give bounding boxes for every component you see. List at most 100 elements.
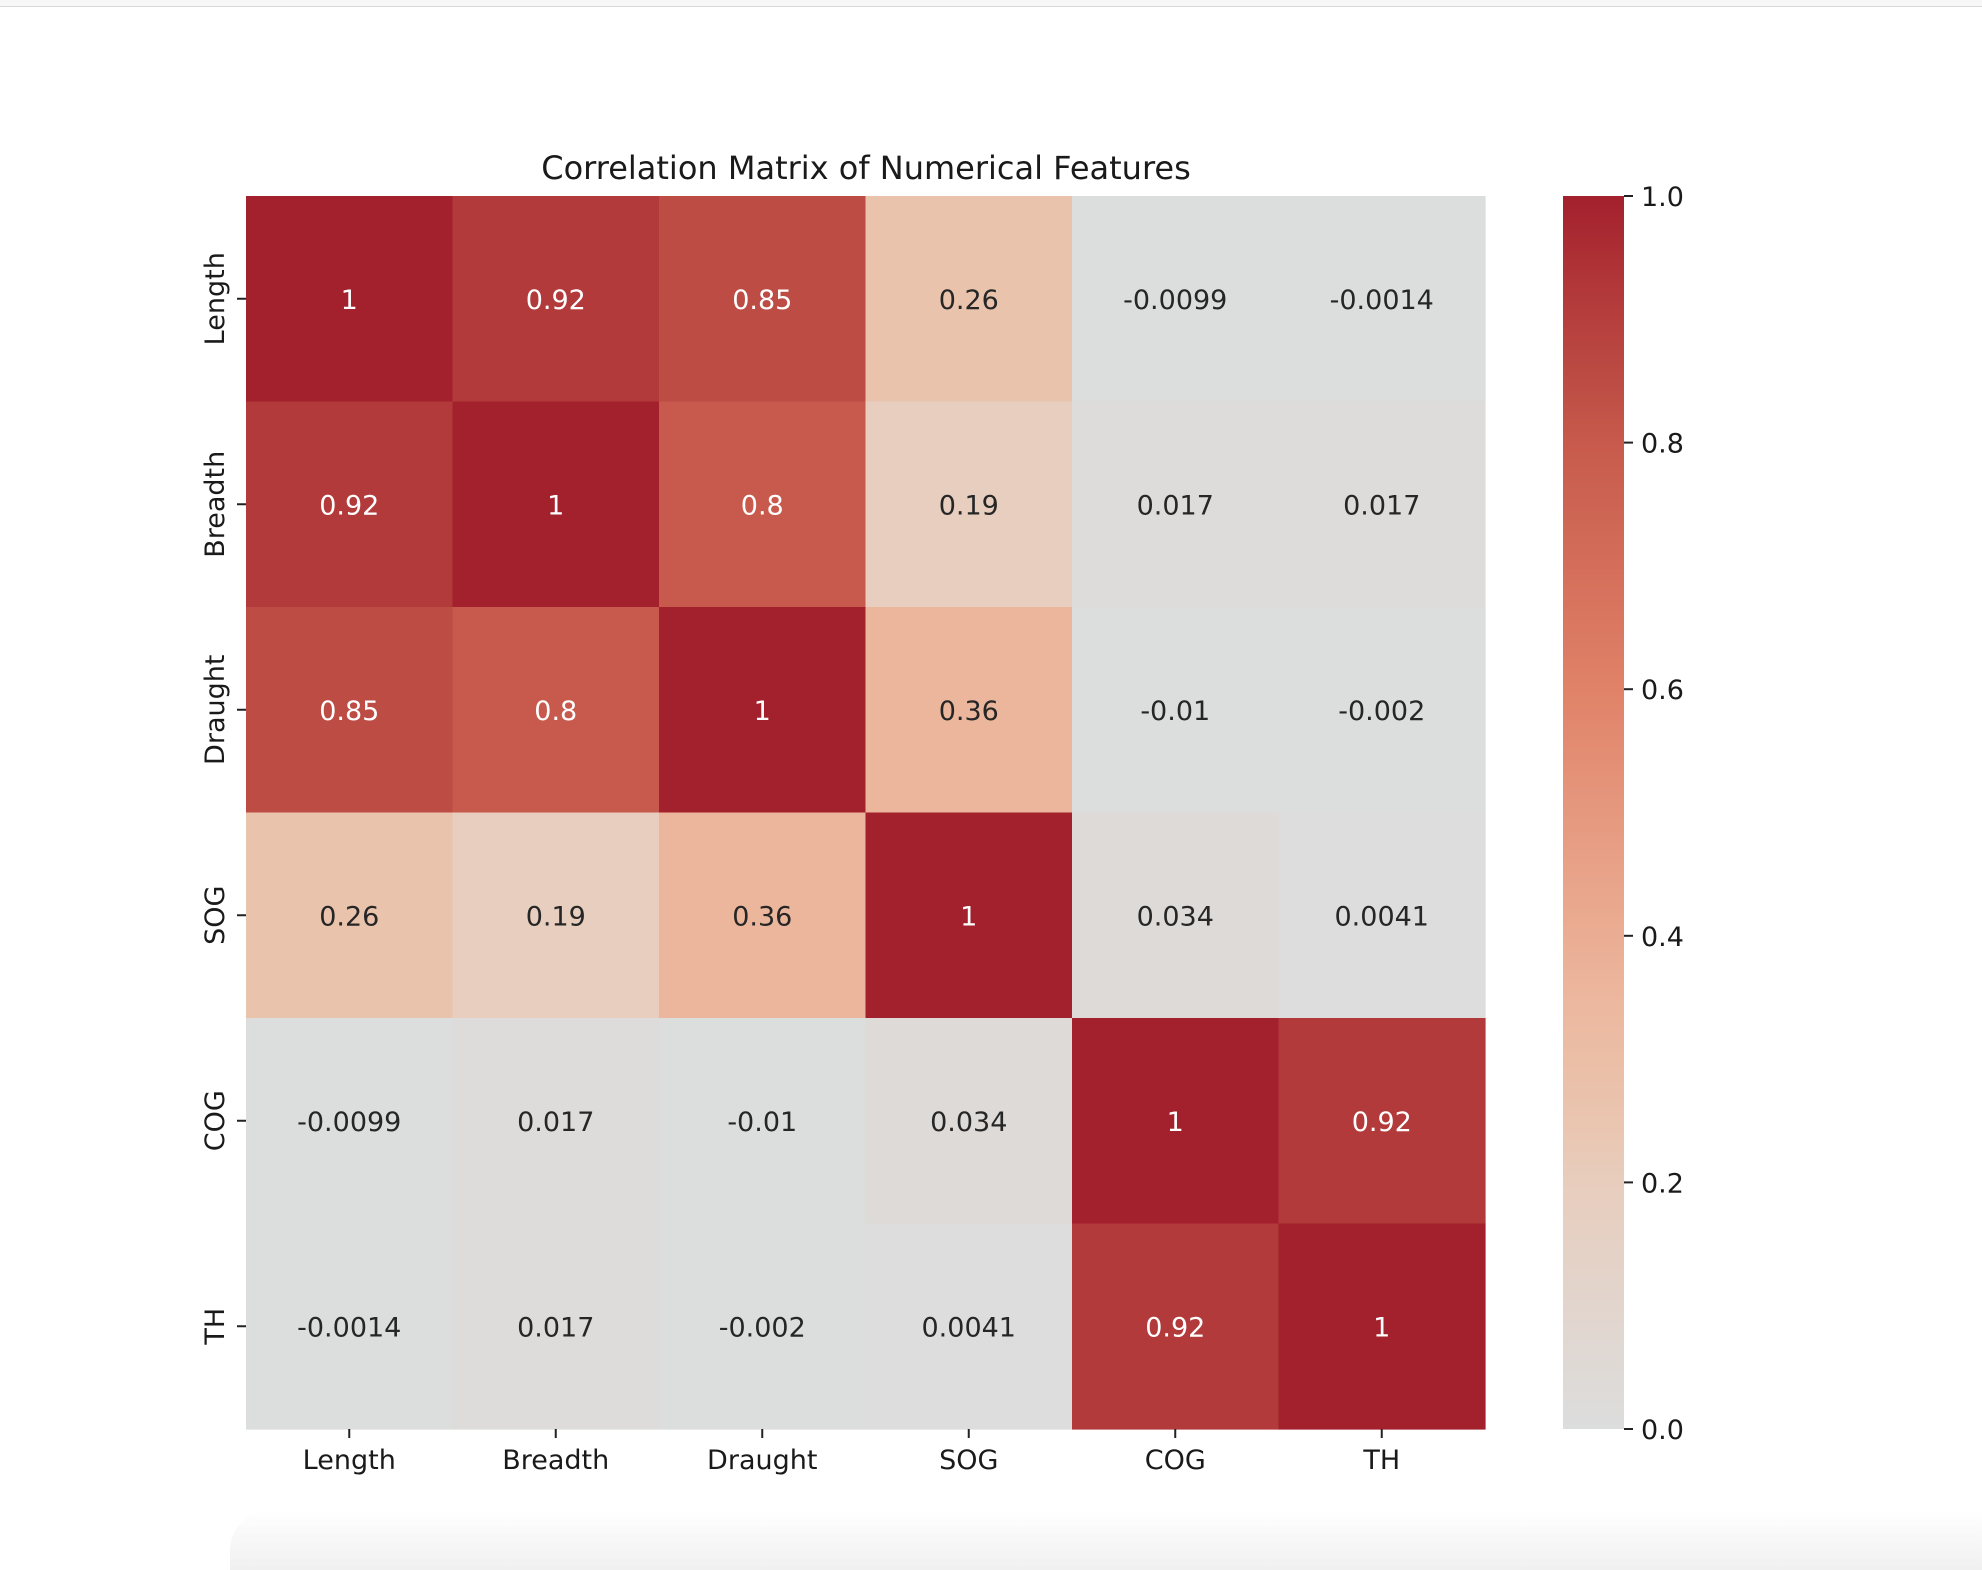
heatmap-cell-4-1 [452, 1018, 660, 1225]
heatmap-cell-2-2 [659, 607, 867, 814]
heatmap-cell-1-0 [246, 401, 454, 608]
cell-annotation-2-3: 0.36 [939, 696, 999, 727]
heatmap-cell-2-0 [246, 607, 454, 814]
colorbar-tick-label-1: 0.2 [1641, 1168, 1684, 1199]
heatmap-cell-4-2 [659, 1018, 867, 1225]
heatmap-cell-1-5 [1278, 401, 1486, 608]
heatmap-cell-0-5 [1278, 196, 1486, 403]
cell-annotation-1-0: 0.92 [319, 490, 379, 521]
colorbar-tick-label-2: 0.4 [1641, 922, 1684, 953]
heatmap-cells [246, 196, 1486, 1430]
heatmap-cell-2-5 [1278, 607, 1486, 814]
heatmap-cell-3-2 [659, 812, 867, 1019]
cell-annotation-3-5: 0.0041 [1335, 901, 1429, 932]
heatmap-cell-1-1 [452, 401, 660, 608]
heatmap-cell-5-2 [659, 1223, 867, 1430]
heatmap-cell-4-5 [1278, 1018, 1486, 1225]
cell-annotation-5-2: -0.002 [719, 1312, 806, 1343]
colorbar-gradient [1563, 196, 1624, 1429]
cell-annotation-3-2: 0.36 [732, 901, 792, 932]
cell-annotation-5-5: 1 [1373, 1312, 1390, 1343]
y-axis: Length Breadth Draught SOG COG TH [200, 252, 246, 1346]
heatmap-cell-0-0 [246, 196, 454, 403]
cell-annotation-2-1: 0.8 [534, 696, 577, 727]
x-tick-label-0: Length [303, 1445, 396, 1476]
cell-annotation-5-0: -0.0014 [297, 1312, 401, 1343]
chart-title: Correlation Matrix of Numerical Features [541, 149, 1191, 187]
cell-annotation-5-4: 0.92 [1145, 1312, 1205, 1343]
cell-annotation-0-1: 0.92 [526, 285, 586, 316]
heatmap-cell-0-2 [659, 196, 867, 403]
heatmap-cell-0-3 [865, 196, 1073, 403]
x-axis: Length Breadth Draught SOG COG TH [303, 1429, 1400, 1476]
x-tick-label-5: TH [1362, 1445, 1400, 1476]
cell-annotation-3-4: 0.034 [1137, 901, 1214, 932]
heatmap-cell-4-0 [246, 1018, 454, 1225]
heatmap-cell-5-3 [865, 1223, 1073, 1430]
cell-annotation-0-3: 0.26 [939, 285, 999, 316]
cell-annotation-4-3: 0.034 [930, 1107, 1007, 1138]
colorbar: 0.0 0.2 0.4 0.6 0.8 1.0 [1563, 182, 1684, 1446]
x-tick-label-3: SOG [939, 1445, 998, 1476]
cell-annotation-0-2: 0.85 [732, 285, 792, 316]
cell-annotation-4-4: 1 [1167, 1107, 1184, 1138]
y-tick-label-5: TH [200, 1308, 231, 1346]
y-tick-label-0: Length [200, 252, 231, 345]
y-tick-label-3: SOG [200, 886, 231, 945]
cell-annotation-4-1: 0.017 [517, 1107, 594, 1138]
heatmap-cell-2-4 [1072, 607, 1280, 814]
colorbar-tick-label-5: 1.0 [1641, 182, 1684, 213]
cell-annotation-0-4: -0.0099 [1123, 285, 1227, 316]
cell-annotation-1-3: 0.19 [939, 490, 999, 521]
heatmap-cell-3-5 [1278, 812, 1486, 1019]
cell-annotation-5-3: 0.0041 [922, 1312, 1016, 1343]
heatmap-cell-3-4 [1072, 812, 1280, 1019]
heatmap-cell-2-1 [452, 607, 660, 814]
cell-annotation-5-1: 0.017 [517, 1312, 594, 1343]
cell-annotation-4-0: -0.0099 [297, 1107, 401, 1138]
colorbar-tick-label-0: 0.0 [1641, 1415, 1684, 1446]
heatmap-cell-1-3 [865, 401, 1073, 608]
cell-annotation-1-4: 0.017 [1137, 490, 1214, 521]
heatmap-cell-3-0 [246, 812, 454, 1019]
x-tick-label-4: COG [1145, 1445, 1206, 1476]
heatmap-cell-1-4 [1072, 401, 1280, 608]
cell-annotation-4-2: -0.01 [727, 1107, 797, 1138]
cell-annotation-2-4: -0.01 [1140, 696, 1210, 727]
y-tick-label-4: COG [200, 1090, 231, 1151]
heatmap-cell-5-1 [452, 1223, 660, 1430]
heatmap-cell-5-5 [1278, 1223, 1486, 1430]
heatmap-cell-5-4 [1072, 1223, 1280, 1430]
cell-annotation-4-5: 0.92 [1352, 1107, 1412, 1138]
cell-annotation-2-2: 1 [754, 696, 771, 727]
heatmap-cell-0-1 [452, 196, 660, 403]
heatmap-cell-3-1 [452, 812, 660, 1019]
cell-annotation-0-5: -0.0014 [1330, 285, 1434, 316]
heatmap-cell-0-4 [1072, 196, 1280, 403]
cell-annotation-3-0: 0.26 [319, 901, 379, 932]
heatmap-cell-2-3 [865, 607, 1073, 814]
cell-annotation-3-3: 1 [960, 901, 977, 932]
cell-annotation-2-5: -0.002 [1338, 696, 1425, 727]
x-tick-label-2: Draught [707, 1445, 817, 1476]
window-bottom-shadow [230, 1510, 1982, 1570]
window-top-border [0, 0, 1982, 7]
cell-annotation-1-5: 0.017 [1343, 490, 1420, 521]
x-tick-label-1: Breadth [502, 1445, 609, 1476]
cell-annotation-3-1: 0.19 [526, 901, 586, 932]
y-tick-label-2: Draught [200, 655, 231, 765]
cell-annotation-2-0: 0.85 [319, 696, 379, 727]
y-tick-label-1: Breadth [200, 451, 231, 558]
cell-annotation-1-1: 1 [547, 490, 564, 521]
heatmap-cell-3-3 [865, 812, 1073, 1019]
colorbar-tick-label-4: 0.8 [1641, 429, 1684, 460]
heatmap-cell-4-4 [1072, 1018, 1280, 1225]
heatmap-cell-4-3 [865, 1018, 1073, 1225]
cell-annotation-0-0: 1 [341, 285, 358, 316]
heatmap-annotations: 1 0.92 0.85 0.26 -0.0099 -0.0014 0.92 1 0.8 0.19 0… [297, 285, 1434, 1344]
heatmap-cell-5-0 [246, 1223, 454, 1430]
cell-annotation-1-2: 0.8 [741, 490, 784, 521]
colorbar-tick-label-3: 0.6 [1641, 675, 1684, 706]
heatmap-cell-1-2 [659, 401, 867, 608]
